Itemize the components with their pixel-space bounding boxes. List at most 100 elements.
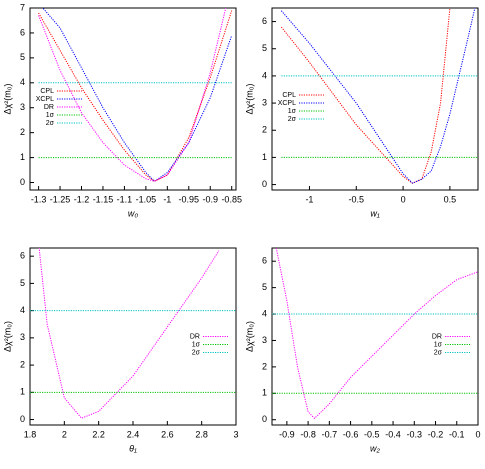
x-tick-label: -0.95: [179, 194, 200, 204]
x-axis-label: w₂: [370, 443, 380, 453]
y-tick-label: 5: [20, 278, 25, 288]
y-tick-label: 2: [20, 127, 25, 137]
y-axis-label: Δχ²(m₀): [2, 84, 12, 115]
x-tick-label: 0.5: [444, 194, 457, 204]
y-tick-label: 3: [20, 102, 25, 112]
y-tick-label: 0: [20, 177, 25, 187]
plot-frame: [29, 7, 237, 191]
legend-label: DR: [190, 333, 200, 340]
x-axis-label: θ₁: [129, 443, 137, 453]
legend-label: 2σ: [192, 349, 201, 356]
x-tick-label: 1.8: [24, 429, 37, 439]
legend-label: 1σ: [46, 112, 55, 119]
x-tick-label: -1.3: [31, 194, 47, 204]
legend-label: DR: [432, 333, 442, 340]
legend-label: 1σ: [192, 341, 201, 348]
y-tick-label: 4: [262, 308, 267, 318]
plot-frame: [29, 247, 237, 426]
series-line: [38, 248, 220, 419]
y-tick-label: 1: [20, 387, 25, 397]
y-tick-label: 3: [20, 332, 25, 342]
x-tick-label: -0.8: [300, 429, 316, 439]
x-tick-label: -0.9: [279, 429, 295, 439]
x-tick-label: 2: [62, 429, 67, 439]
x-tick-label: -1.25: [50, 194, 71, 204]
y-tick-label: 2: [262, 361, 267, 371]
y-tick-label: 5: [20, 52, 25, 62]
y-tick-label: 6: [262, 256, 267, 266]
x-tick-label: -1.2: [74, 194, 90, 204]
x-tick-label: -0.3: [407, 429, 423, 439]
x-tick-label: 2.8: [195, 429, 208, 439]
series-line: [42, 8, 233, 182]
plot-frame: [271, 7, 479, 191]
y-tick-label: 2: [262, 125, 267, 135]
plot-area: [38, 8, 233, 182]
x-axis-label: w₀: [128, 208, 138, 218]
legend-label: XCPL: [278, 100, 296, 107]
x-tick-label: 3: [233, 429, 238, 439]
legend-label: 2σ: [288, 116, 297, 123]
x-tick-label: 2.4: [127, 429, 140, 439]
series-line: [280, 8, 476, 184]
y-tick-label: 1: [262, 152, 267, 162]
series-line: [275, 248, 478, 420]
x-tick-label: -0.9: [202, 194, 218, 204]
y-tick-label: 0: [262, 414, 267, 424]
y-tick-label: 4: [20, 305, 25, 315]
legend-label: XCPL: [36, 96, 54, 103]
y-axis-label: Δχ²(m₀): [244, 321, 254, 352]
series-line: [38, 10, 233, 182]
y-tick-label: 5: [262, 282, 267, 292]
y-tick-label: 6: [262, 16, 267, 26]
x-axis-label: w₁: [370, 208, 379, 218]
x-tick-label: 2.2: [92, 429, 105, 439]
y-axis-label: Δχ²(m₀): [244, 84, 254, 115]
y-tick-label: 4: [20, 77, 25, 87]
x-tick-label: -0.4: [385, 429, 401, 439]
chart-panel: -1.3 -1.25 -1.2 -1.15 -1.1 -1.05 -1 -0.95 -0.9 -0…: [2, 2, 242, 218]
y-tick-label: 3: [262, 97, 267, 107]
x-tick-label: -0.5: [349, 194, 365, 204]
y-tick-label: 4: [262, 70, 267, 80]
x-tick-label: -0.5: [364, 429, 380, 439]
y-axis-label: Δχ²(m₀): [2, 321, 12, 352]
plot-area: [30, 248, 236, 419]
legend-label: 1σ: [288, 108, 297, 115]
legend-label: CPL: [40, 88, 54, 95]
x-tick-label: 2.6: [161, 429, 174, 439]
legend-label: 2σ: [434, 349, 443, 356]
x-tick-label: -1.1: [117, 194, 133, 204]
x-tick-label: -1.05: [136, 194, 157, 204]
y-tick-label: 7: [20, 2, 25, 12]
series-line: [38, 8, 227, 182]
y-tick-label: 6: [20, 251, 25, 261]
y-tick-label: 1: [20, 152, 25, 162]
legend-label: CPL: [282, 92, 296, 99]
x-tick-label: -0.6: [343, 429, 359, 439]
y-tick-label: 2: [20, 359, 25, 369]
legend-label: 2σ: [46, 120, 55, 127]
plot-area: [272, 248, 478, 420]
legend-label: 1σ: [434, 341, 443, 348]
x-tick-label: -1: [163, 194, 171, 204]
plot-frame: [271, 247, 479, 426]
x-tick-label: 0: [475, 429, 480, 439]
x-tick-label: -0.7: [322, 429, 338, 439]
x-tick-label: 0: [401, 194, 406, 204]
x-tick-label: -0.85: [221, 194, 242, 204]
chart-panel: -0.9 -0.8 -0.7 -0.6 -0.5 -0.4 -0.3 -0.2 -0.1 0 0 1 2…: [244, 247, 481, 453]
y-tick-label: 1: [262, 388, 267, 398]
y-tick-label: 0: [20, 414, 25, 424]
x-tick-label: -1: [305, 194, 313, 204]
x-tick-label: -1.15: [93, 194, 114, 204]
y-tick-label: 0: [262, 179, 267, 189]
legend-label: DR: [44, 104, 54, 111]
y-tick-label: 3: [262, 335, 267, 345]
x-tick-label: -0.2: [428, 429, 444, 439]
x-tick-label: -0.1: [449, 429, 465, 439]
y-tick-label: 6: [20, 27, 25, 37]
